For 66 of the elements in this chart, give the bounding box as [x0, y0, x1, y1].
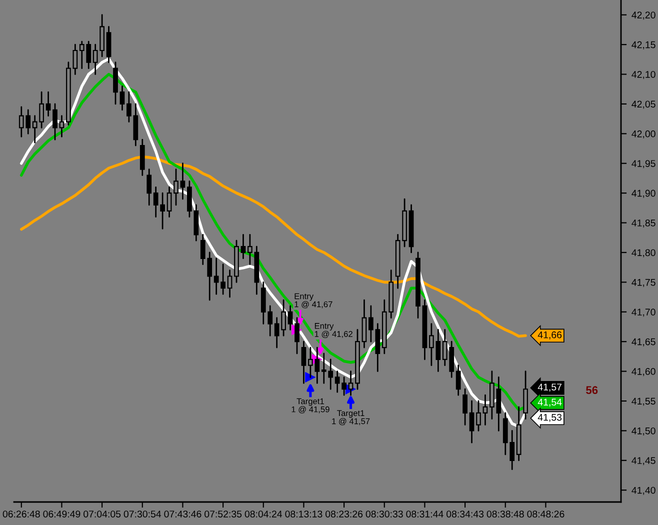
y-tick-label: 41,50: [632, 427, 656, 436]
x-tick-label: 07:04:05: [84, 510, 121, 518]
y-tick-label: 41,55: [632, 398, 656, 406]
x-tick-label: 08:38:48: [486, 510, 524, 518]
x-tick-label: 08:30:33: [366, 510, 403, 518]
candlestick: [180, 162, 186, 200]
annotation: Entry 1 @ 41,62: [314, 323, 352, 338]
x-tick-label: 07:30:54: [124, 510, 162, 518]
x-tick-label: 08:48:26: [527, 510, 564, 518]
candlestick: [294, 317, 300, 354]
x-tick-label: 08:31:44: [406, 510, 444, 518]
line-series: [20, 155, 527, 338]
candlestick: [240, 234, 246, 260]
candlestick: [288, 305, 293, 330]
y-tick-label: 41,75: [632, 279, 656, 287]
y-tick-label: 41,45: [632, 457, 656, 466]
candlestick: [146, 168, 152, 206]
candlestick: [113, 62, 118, 105]
data-label: 41,66: [538, 331, 562, 340]
candlestick: [166, 186, 172, 218]
candlestick: [523, 370, 528, 420]
x-tick-label: 08:34:43: [446, 510, 484, 518]
y-tick-label: 41,65: [632, 338, 656, 346]
candlestick: [362, 299, 367, 348]
y-tick-label: 42,20: [632, 12, 656, 20]
x-tick-label: 08:04:24: [244, 510, 282, 518]
x-tick-label: 07:43:46: [164, 510, 202, 518]
candlestick: [476, 400, 481, 432]
x-tick-label: 06:49:49: [43, 510, 80, 518]
x-tick-label: 08:13:13: [285, 510, 322, 518]
candlestick: [106, 26, 112, 64]
candlestick: [456, 364, 461, 396]
y-tick-label: 41,70: [632, 308, 656, 317]
annotation: Target1 1 @ 41,57: [332, 410, 370, 426]
annotation: 56: [586, 386, 598, 394]
x-tick-label: 08:23:26: [326, 510, 363, 518]
data-label: 41,54: [538, 398, 562, 407]
candlestick: [469, 400, 474, 444]
y-tick-label: 41,40: [632, 486, 656, 495]
data-label: 41,53: [538, 414, 562, 422]
candlestick: [120, 85, 125, 111]
candlestick: [46, 91, 51, 117]
x-tick-label: 06:26:48: [2, 510, 40, 518]
y-tick-label: 42,05: [632, 100, 656, 109]
y-tick-label: 42,15: [632, 41, 656, 50]
candlestick: [52, 103, 58, 140]
candlestick: [348, 370, 354, 396]
candlestick: [140, 138, 145, 176]
y-tick-label: 41,85: [632, 220, 656, 228]
candlestick: [174, 168, 178, 206]
candlestick: [301, 340, 306, 384]
y-tick-label: 41,90: [632, 190, 656, 198]
x-tick-label: 07:52:35: [204, 510, 242, 518]
annotation: Entry 1 @ 41,67: [294, 293, 332, 308]
y-tick-label: 42,00: [632, 130, 656, 138]
candlestick: [482, 394, 488, 426]
point: [305, 372, 316, 383]
y-tick-label: 41,95: [632, 160, 656, 168]
text: 41,57: [538, 384, 562, 392]
y-tick-label: 42,10: [632, 70, 656, 80]
candlestick: [227, 270, 232, 298]
candlestick: [462, 388, 468, 426]
y-tick-label: 41,80: [632, 249, 656, 258]
annotation: Target1 1 @ 41,59: [292, 398, 330, 414]
candlestick: [59, 115, 64, 138]
y-tick-label: 41,60: [632, 368, 656, 376]
